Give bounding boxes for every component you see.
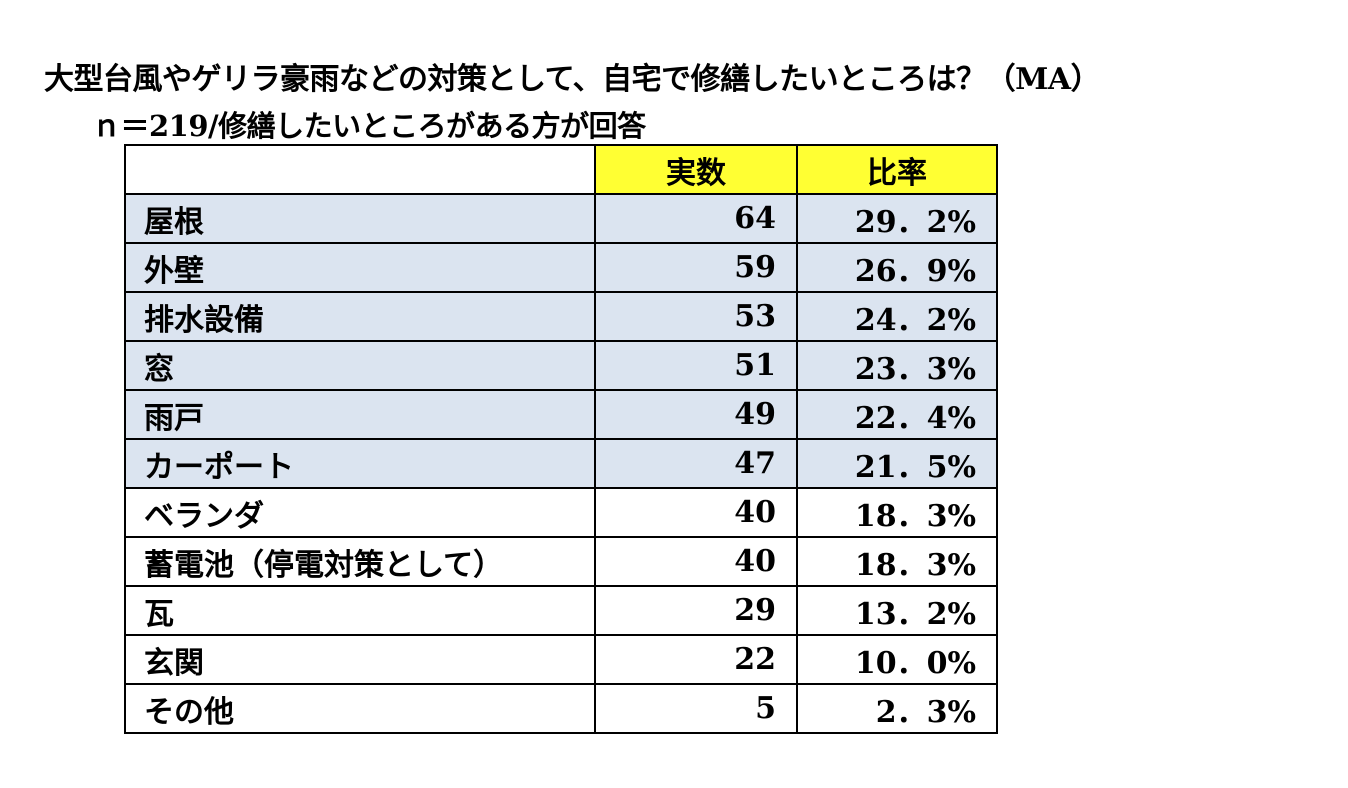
table-row: 玄関 22 10．0% (124, 634, 998, 685)
table-row: 排水設備 53 24．2% (124, 291, 998, 342)
row-ratio: 23．3% (796, 340, 998, 391)
table-row: 蓄電池（停電対策として） 40 18．3% (124, 536, 998, 587)
row-ratio: 21．5% (796, 438, 998, 489)
table-row: 瓦 29 13．2% (124, 585, 998, 636)
row-label: 瓦 (124, 585, 596, 636)
row-ratio: 18．3% (796, 487, 998, 538)
table-row: 窓 51 23．3% (124, 340, 998, 391)
table-row: 外壁 59 26．9% (124, 242, 998, 293)
row-label: 排水設備 (124, 291, 596, 342)
row-count: 64 (594, 193, 798, 244)
row-label: その他 (124, 683, 596, 734)
row-count: 47 (594, 438, 798, 489)
row-count: 40 (594, 487, 798, 538)
row-count: 5 (594, 683, 798, 734)
page-subtitle: ｎ＝219/修繕したいところがある方が回答 (92, 109, 646, 143)
row-label: 玄関 (124, 634, 596, 685)
row-ratio: 18．3% (796, 536, 998, 587)
row-ratio: 10．0% (796, 634, 998, 685)
row-label: 窓 (124, 340, 596, 391)
header-count: 実数 (594, 144, 798, 195)
table-header-row: 実数 比率 (124, 144, 998, 195)
row-label: ベランダ (124, 487, 596, 538)
header-blank (124, 144, 596, 195)
row-count: 49 (594, 389, 798, 440)
row-ratio: 2．3% (796, 683, 998, 734)
table-row: その他 5 2．3% (124, 683, 998, 734)
row-count: 22 (594, 634, 798, 685)
table-row: 屋根 64 29．2% (124, 193, 998, 244)
results-table: 実数 比率 屋根 64 29．2% 外壁 59 26．9% 排水設備 53 24．2% 窓 51 23… (124, 144, 998, 734)
row-ratio: 29．2% (796, 193, 998, 244)
row-label: 外壁 (124, 242, 596, 293)
row-count: 59 (594, 242, 798, 293)
row-ratio: 13．2% (796, 585, 998, 636)
row-ratio: 22．4% (796, 389, 998, 440)
table-row: カーポート 47 21．5% (124, 438, 998, 489)
table-row: 雨戸 49 22．4% (124, 389, 998, 440)
row-count: 40 (594, 536, 798, 587)
row-count: 51 (594, 340, 798, 391)
row-label: 蓄電池（停電対策として） (124, 536, 596, 587)
row-count: 29 (594, 585, 798, 636)
row-label: カーポート (124, 438, 596, 489)
page-title: 大型台風やゲリラ豪雨などの対策として、自宅で修繕したいところは？（MA） (44, 62, 1101, 97)
row-count: 53 (594, 291, 798, 342)
header-ratio: 比率 (796, 144, 998, 195)
row-ratio: 24．2% (796, 291, 998, 342)
row-ratio: 26．9% (796, 242, 998, 293)
row-label: 雨戸 (124, 389, 596, 440)
row-label: 屋根 (124, 193, 596, 244)
table-row: ベランダ 40 18．3% (124, 487, 998, 538)
